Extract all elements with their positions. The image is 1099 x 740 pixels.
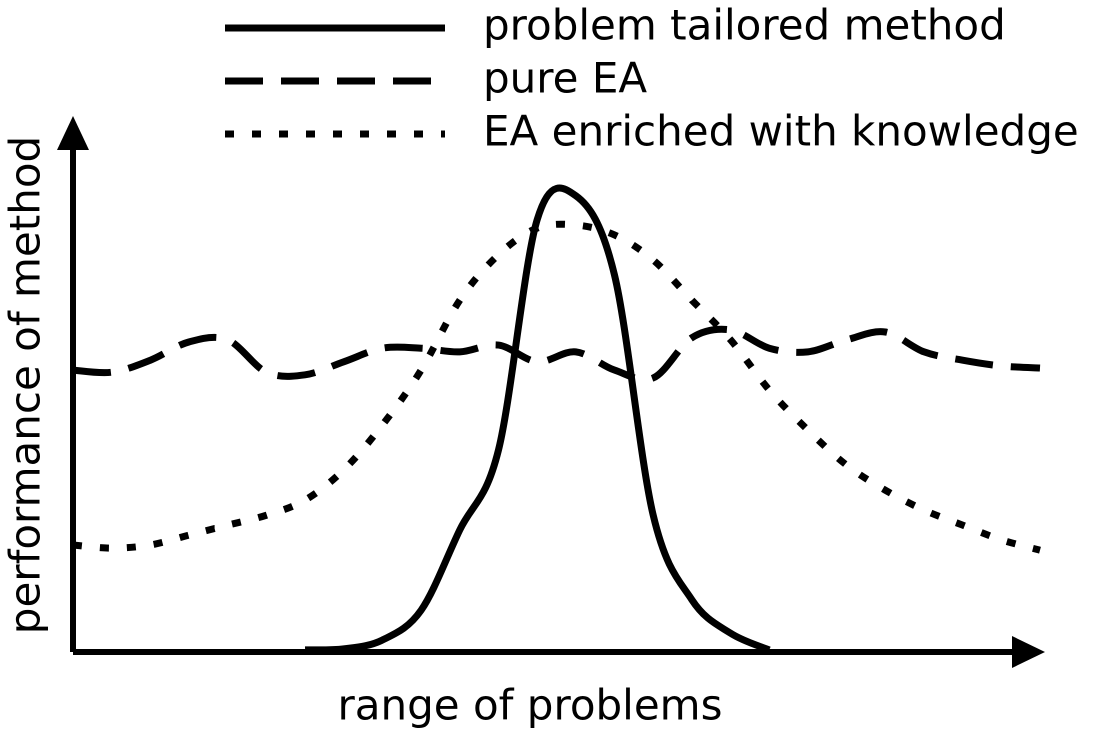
y-arrow [57,116,89,150]
x-arrow [1012,636,1045,668]
series-line [304,184,771,654]
legend-label: EA enriched with knowledge [483,107,1079,156]
series-line [72,325,1041,384]
y-axis-label: performance of method [1,136,50,634]
legend-label: problem tailored method [483,1,1006,50]
axes [57,116,1045,668]
series-line [72,220,1041,554]
legend-label: pure EA [483,54,647,103]
x-axis-label: range of problems [338,681,723,730]
